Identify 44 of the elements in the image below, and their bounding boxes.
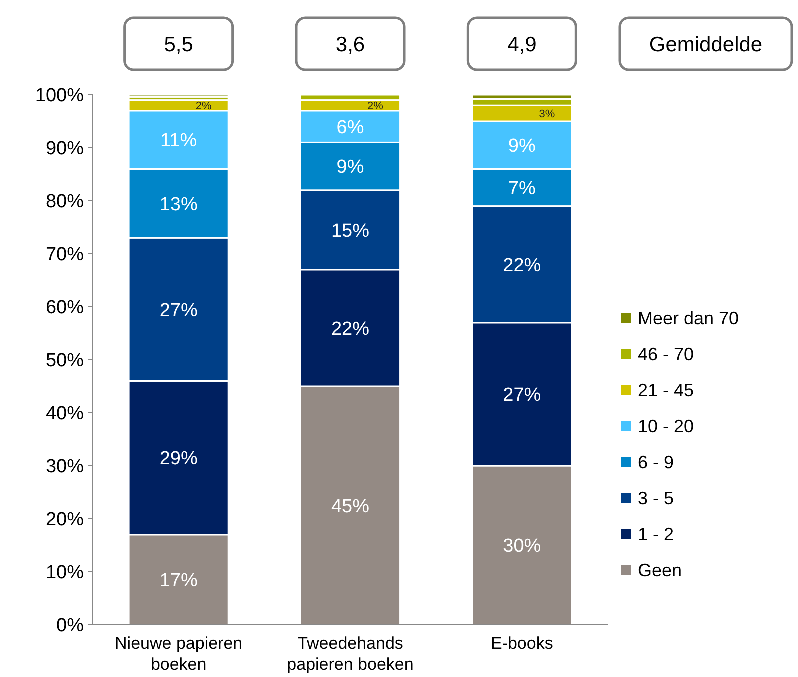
data-label: 9% [508, 136, 536, 157]
data-label: 27% [160, 300, 198, 322]
data-label: 7% [508, 178, 536, 200]
y-tick-label: 50% [46, 350, 84, 372]
legend-label: 3 - 5 [638, 488, 674, 508]
y-tick-label: 70% [46, 244, 84, 266]
legend-label: 10 - 20 [638, 416, 694, 436]
x-tick-label: E-books [490, 634, 554, 653]
y-tick-label: 10% [46, 562, 84, 584]
text: 3,6 [336, 33, 366, 56]
text: Gemiddelde [649, 33, 763, 56]
data-label: 22% [331, 318, 370, 340]
legend-label: Geen [638, 560, 682, 580]
legend-label: Meer dan 70 [638, 308, 740, 328]
data-label: 2% [196, 100, 212, 112]
data-label: 29% [160, 448, 198, 470]
data-label: 45% [331, 496, 370, 518]
legend-label: 6 - 9 [638, 452, 674, 472]
y-tick-label: 40% [46, 404, 84, 425]
text: 5,5 [164, 33, 194, 56]
y-tick-label: 80% [46, 192, 84, 213]
y-tick-label: 0% [56, 616, 84, 637]
data-label: 17% [160, 570, 198, 592]
data-label: 30% [503, 536, 542, 558]
y-tick-label: 30% [46, 456, 84, 478]
data-label: 22% [503, 255, 542, 276]
legend-label: 46 - 70 [638, 344, 694, 364]
y-tick-label: 90% [46, 138, 84, 160]
y-tick-label: 20% [46, 510, 84, 531]
data-label: 9% [336, 157, 364, 178]
data-label: 15% [331, 220, 370, 242]
data-label: 3% [539, 108, 556, 120]
y-tick-label: 100% [35, 86, 84, 107]
text: 4,9 [508, 33, 537, 56]
data-label: 11% [160, 130, 198, 152]
data-label: 2% [368, 100, 384, 112]
data-label: 27% [503, 385, 542, 406]
x-tick-label: Nieuwe papieren boeken [115, 634, 243, 674]
y-tick-label: 60% [46, 298, 84, 319]
legend-label: 21 - 45 [638, 380, 694, 400]
data-label: 6% [336, 117, 364, 138]
legend-label: 1 - 2 [638, 524, 674, 544]
data-label: 13% [160, 194, 198, 216]
bar [128, 94, 230, 98]
